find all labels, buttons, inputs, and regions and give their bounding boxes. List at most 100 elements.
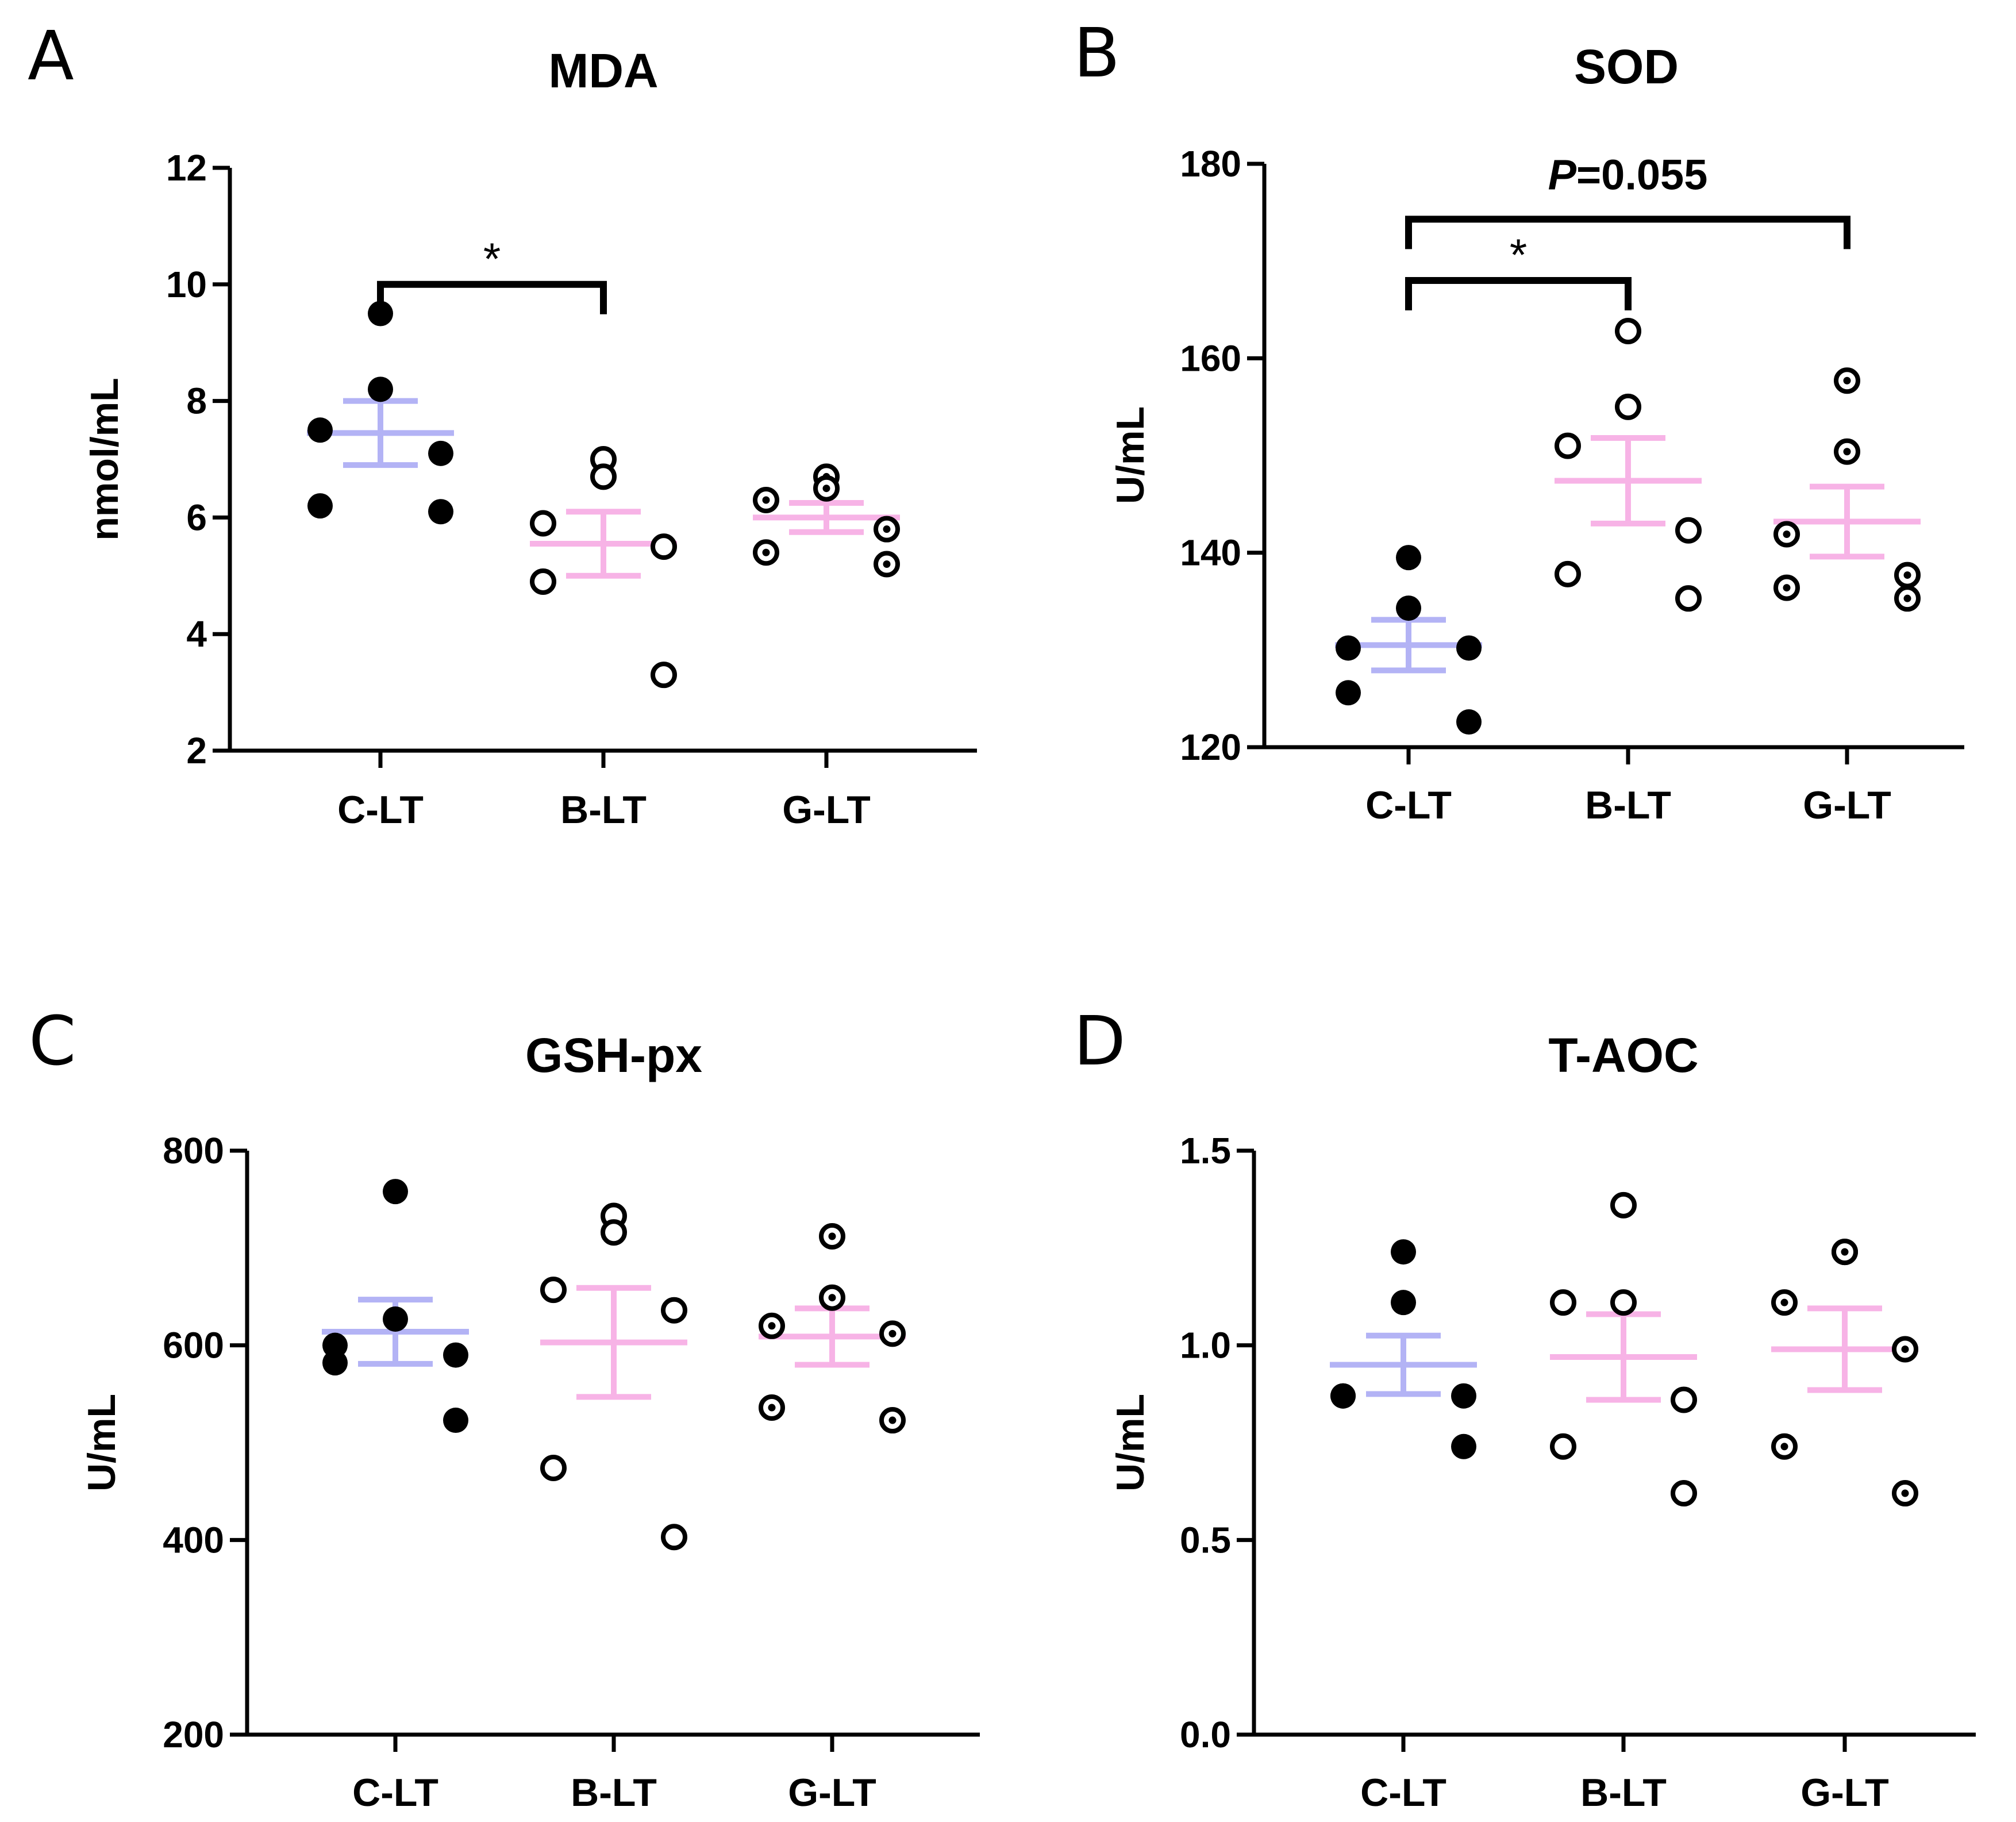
data-point bbox=[1456, 709, 1482, 735]
significance-star: * bbox=[483, 233, 501, 284]
data-point bbox=[540, 1455, 567, 1482]
data-point bbox=[1336, 680, 1361, 706]
data-point-center bbox=[828, 1232, 836, 1240]
data-point bbox=[651, 662, 677, 689]
bracket-line bbox=[377, 280, 607, 314]
data-point bbox=[1675, 585, 1702, 612]
data-point bbox=[1391, 1290, 1416, 1316]
x-tick-label: B-LT bbox=[571, 1771, 657, 1815]
data-point bbox=[383, 1306, 408, 1332]
data-point bbox=[1456, 635, 1482, 661]
y-tick-label: 140 bbox=[1180, 532, 1241, 574]
data-point-center bbox=[768, 1404, 776, 1412]
series-c-lt bbox=[322, 1179, 469, 1433]
x-tick-label: G-LT bbox=[782, 788, 871, 832]
chart-title: MDA bbox=[548, 44, 658, 98]
data-point bbox=[1615, 393, 1641, 420]
y-tick-label: 2 bbox=[186, 730, 207, 771]
data-point bbox=[540, 1277, 567, 1304]
data-point bbox=[601, 1219, 627, 1246]
data-point bbox=[1555, 560, 1581, 587]
data-point bbox=[1610, 1191, 1637, 1218]
p-value-label: P=0.055 bbox=[1548, 151, 1708, 198]
series-b-lt bbox=[1555, 317, 1702, 612]
series-g-lt bbox=[1771, 1239, 1918, 1507]
significance-bracket: * bbox=[1405, 229, 1632, 310]
panel-d: D T-AOC U/mL 0.0 0.5 1.0 1.5 C-LT B-LT G-LT bbox=[1074, 1001, 1976, 1815]
y-axis-label: nmol/mL bbox=[83, 378, 126, 540]
data-point-center bbox=[1783, 584, 1791, 592]
data-point bbox=[1451, 1383, 1476, 1409]
x-tick-label: C-LT bbox=[337, 788, 424, 832]
series-b-lt bbox=[530, 446, 677, 689]
data-point bbox=[307, 493, 333, 519]
y-axis-label: U/mL bbox=[80, 1394, 124, 1492]
data-point bbox=[1396, 595, 1421, 621]
data-point bbox=[368, 376, 393, 402]
y-tick-label: 6 bbox=[186, 497, 207, 538]
y-axis-label: U/mL bbox=[1109, 406, 1152, 504]
y-tick-label: 120 bbox=[1180, 727, 1241, 768]
x-tick-label: B-LT bbox=[560, 788, 647, 832]
x-tick-label: G-LT bbox=[788, 1771, 876, 1815]
series-c-lt bbox=[1335, 545, 1482, 735]
data-point-center bbox=[1783, 531, 1791, 539]
data-point bbox=[590, 463, 617, 490]
data-point bbox=[428, 440, 453, 466]
data-point-center bbox=[828, 1294, 836, 1302]
series-c-lt bbox=[1330, 1239, 1477, 1459]
y-tick-label: 4 bbox=[186, 613, 207, 655]
data-point bbox=[322, 1332, 348, 1358]
bracket-line bbox=[1405, 216, 1850, 249]
data-point bbox=[661, 1524, 687, 1551]
data-point bbox=[307, 417, 333, 443]
data-point bbox=[1671, 1480, 1697, 1507]
y-tick-label: 12 bbox=[166, 147, 207, 189]
significance-bracket: * bbox=[377, 233, 607, 314]
data-point bbox=[1451, 1433, 1476, 1459]
data-point-center bbox=[768, 1322, 776, 1330]
data-point bbox=[1610, 1289, 1637, 1316]
data-point bbox=[1550, 1433, 1576, 1460]
x-tick-label: C-LT bbox=[1360, 1771, 1446, 1815]
data-point bbox=[1550, 1289, 1576, 1316]
y-tick-label: 8 bbox=[186, 380, 207, 422]
panel-a: A MDA nmol/mL 2 4 6 8 10 12 C-LT B-LT G-LT * bbox=[28, 16, 977, 832]
panel-letter: C bbox=[29, 1001, 76, 1081]
x-tick-label: G-LT bbox=[1803, 783, 1891, 827]
data-point-center bbox=[1903, 594, 1911, 602]
data-point-center bbox=[1841, 1248, 1849, 1256]
data-point-center bbox=[888, 1329, 897, 1337]
y-tick-label: 160 bbox=[1180, 337, 1241, 379]
chart-title: T-AOC bbox=[1548, 1028, 1698, 1082]
chart-title: GSH-px bbox=[525, 1028, 702, 1082]
data-point-center bbox=[1780, 1298, 1788, 1306]
data-point bbox=[1330, 1383, 1356, 1409]
panel-letter: A bbox=[28, 16, 74, 95]
data-point-center bbox=[1903, 571, 1911, 579]
data-point-center bbox=[1843, 448, 1851, 456]
data-point-center bbox=[888, 1416, 897, 1424]
y-tick-label: 1.0 bbox=[1180, 1325, 1231, 1366]
panel-c: C GSH-px U/mL 200 400 600 800 C-LT B-LT G-LT bbox=[29, 1001, 980, 1815]
x-tick-label: B-LT bbox=[1585, 783, 1671, 827]
series-c-lt bbox=[307, 301, 454, 525]
series-b-lt bbox=[1550, 1191, 1697, 1507]
chart-title: SOD bbox=[1574, 40, 1679, 94]
y-tick-label: 0.0 bbox=[1180, 1714, 1231, 1755]
significance-star: * bbox=[1510, 229, 1527, 280]
data-point bbox=[651, 533, 677, 560]
data-point bbox=[1675, 517, 1702, 544]
data-point bbox=[1396, 545, 1421, 571]
data-point bbox=[428, 499, 453, 525]
data-point-center bbox=[1780, 1443, 1788, 1451]
data-point-center bbox=[822, 485, 830, 493]
bracket-line bbox=[1405, 277, 1632, 310]
y-axis-label: U/mL bbox=[1109, 1394, 1152, 1492]
y-tick-label: 1.5 bbox=[1180, 1130, 1231, 1171]
y-tick-label: 10 bbox=[166, 264, 207, 305]
significance-bracket: P=0.055 bbox=[1405, 151, 1850, 249]
data-point-center bbox=[1901, 1345, 1909, 1353]
series-g-lt bbox=[753, 463, 900, 578]
y-tick-label: 180 bbox=[1180, 143, 1241, 184]
